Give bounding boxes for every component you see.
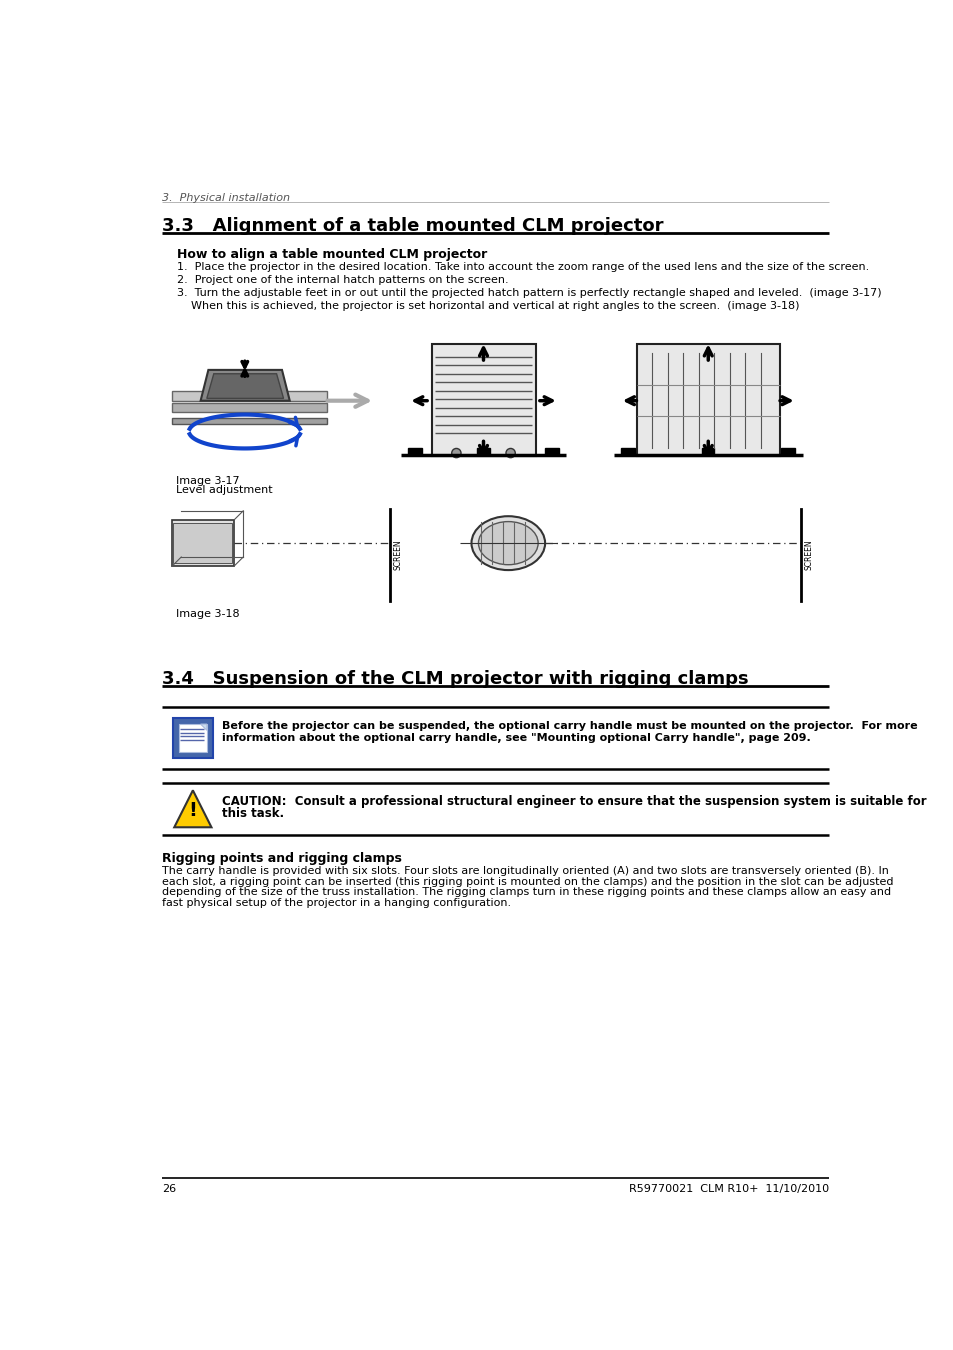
Bar [172, 520, 233, 566]
Bar [172, 404, 327, 412]
Bar [701, 448, 714, 455]
Text: How to align a table mounted CLM projector: How to align a table mounted CLM project… [177, 248, 487, 262]
Text: When this is achieved, the projector is set horizontal and vertical at right ang: When this is achieved, the projector is … [192, 301, 799, 312]
Text: SCREEN: SCREEN [394, 540, 402, 570]
Bar [172, 417, 327, 424]
Text: 3.3   Alignment of a table mounted CLM projector: 3.3 Alignment of a table mounted CLM pro… [162, 217, 662, 235]
Bar [172, 392, 327, 401]
Text: !: ! [189, 801, 197, 819]
Ellipse shape [478, 521, 537, 564]
Text: Image 3-18: Image 3-18 [175, 609, 239, 618]
Bar [476, 448, 489, 455]
Text: Before the projector can be suspended, the optional carry handle must be mounted: Before the projector can be suspended, t… [222, 721, 917, 730]
Circle shape [452, 448, 460, 458]
Text: 2.  Project one of the internal hatch patterns on the screen.: 2. Project one of the internal hatch pat… [177, 275, 509, 285]
Bar [781, 448, 794, 455]
Text: Rigging points and rigging clamps: Rigging points and rigging clamps [162, 852, 401, 865]
Text: R59770021  CLM R10+  11/10/2010: R59770021 CLM R10+ 11/10/2010 [628, 1184, 828, 1193]
Polygon shape [200, 724, 207, 730]
Text: SCREEN: SCREEN [803, 540, 813, 570]
Bar [408, 448, 422, 455]
Bar [620, 448, 635, 455]
Text: fast physical setup of the projector in a hanging configuration.: fast physical setup of the projector in … [162, 898, 511, 909]
Bar [172, 718, 213, 757]
Text: Image 3-17: Image 3-17 [175, 477, 239, 486]
Text: 3.  Physical installation: 3. Physical installation [162, 193, 290, 202]
Text: 1.  Place the projector in the desired location. Take into account the zoom rang: 1. Place the projector in the desired lo… [177, 262, 869, 273]
Polygon shape [200, 370, 290, 401]
Ellipse shape [471, 516, 544, 570]
Text: 26: 26 [162, 1184, 175, 1193]
Polygon shape [174, 790, 212, 828]
Bar [173, 524, 233, 563]
Text: depending of the size of the truss installation. The rigging clamps turn in thes: depending of the size of the truss insta… [162, 887, 890, 898]
Bar [544, 448, 558, 455]
Text: CAUTION:  Consult a professional structural engineer to ensure that the suspensi: CAUTION: Consult a professional structur… [222, 795, 926, 807]
Text: 3.  Turn the adjustable feet in or out until the projected hatch pattern is perf: 3. Turn the adjustable feet in or out un… [177, 289, 882, 298]
Text: The carry handle is provided with six slots. Four slots are longitudinally orien: The carry handle is provided with six sl… [162, 865, 888, 876]
Bar [637, 344, 780, 456]
Text: information about the optional carry handle, see "Mounting optional Carry handle: information about the optional carry han… [222, 733, 810, 744]
Polygon shape [207, 374, 283, 398]
Bar [431, 344, 536, 456]
Text: 3.4   Suspension of the CLM projector with rigging clamps: 3.4 Suspension of the CLM projector with… [162, 670, 748, 688]
Bar [179, 724, 207, 752]
Text: Level adjustment: Level adjustment [175, 486, 273, 495]
Circle shape [505, 448, 515, 458]
Text: each slot, a rigging point can be inserted (this rigging point is mounted on the: each slot, a rigging point can be insert… [162, 876, 892, 887]
Text: this task.: this task. [222, 807, 284, 821]
